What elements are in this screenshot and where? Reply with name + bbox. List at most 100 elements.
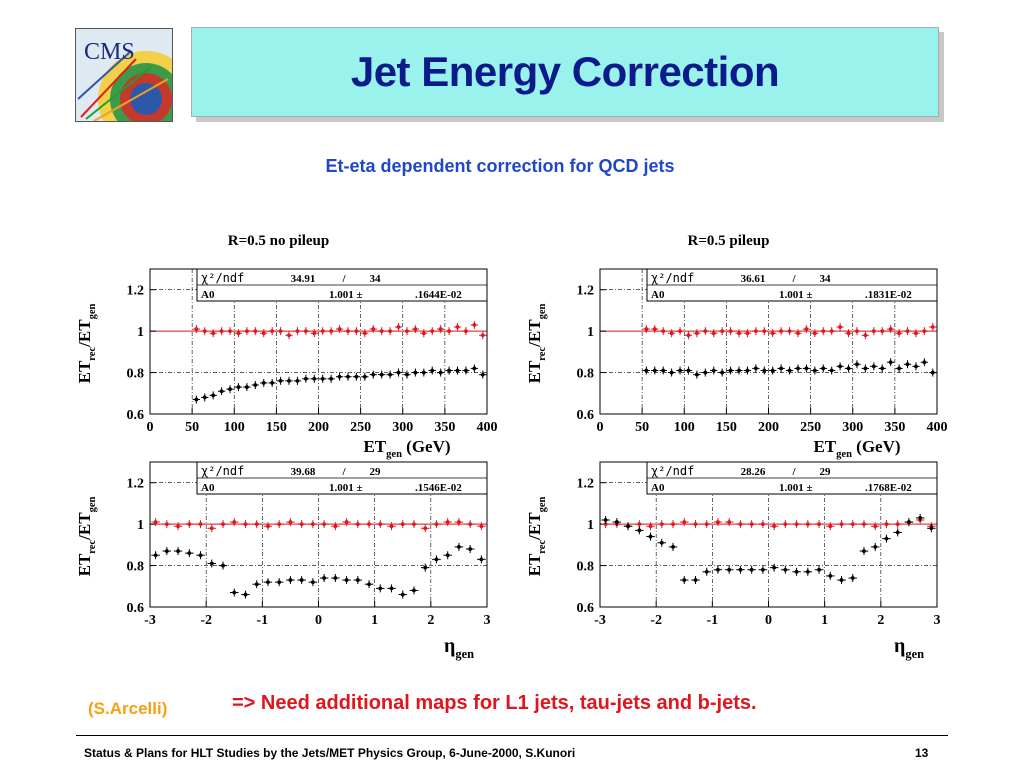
chart-eta-pileup: -3 -2 -1 0 1 2 3 0.6 0.8 1 1.2 χ²/ndf 28.26 / 29 A0 1.00… [525,461,941,661]
uncorrected-point [777,364,785,373]
corrected-point [218,520,228,529]
corrected-point [151,518,160,527]
uncorrected-point [302,374,310,383]
uncorrected-point [151,551,160,560]
y-axis-label: ETrec/ETgen [525,496,548,576]
uncorrected-point [470,364,479,373]
y-tick-label: 1 [137,325,144,340]
corrected-point [701,327,709,336]
corrected-point [693,329,701,338]
corrected-point [826,522,835,531]
uncorrected-point [209,391,217,400]
uncorrected-point [693,370,701,379]
stats-chi2: 36.61 [741,273,766,285]
corrected-point [428,327,436,336]
footer-text: Status & Plans for HLT Studies by the Je… [84,746,576,760]
uncorrected-point [162,547,172,556]
corrected-point [844,329,853,338]
uncorrected-point [781,565,790,574]
uncorrected-point [403,370,411,379]
stats-ndf: 34 [370,273,382,285]
corrected-point [848,520,858,529]
stats-param: A0 [651,482,665,494]
stats-chi2: 28.26 [741,466,766,478]
y-tick-label: 0.6 [577,601,595,616]
uncorrected-point [803,567,813,576]
uncorrected-point [243,383,251,392]
uncorrected-point [802,364,811,373]
uncorrected-point [378,370,386,379]
uncorrected-point [601,516,610,524]
corrected-point [327,327,335,336]
corrected-point [173,522,183,531]
corrected-point [369,325,377,334]
uncorrected-point [319,574,329,582]
x-tick-label: 350 [434,420,455,435]
corrected-point [870,522,880,531]
uncorrected-point [882,534,891,543]
stats-error: .1768E-02 [865,482,912,494]
corrected-point [432,520,441,529]
y-tick-label: 1 [587,518,594,533]
x-axis-label: ETgen (GeV) [813,437,900,460]
uncorrected-point [903,360,912,369]
uncorrected-point [234,383,243,392]
uncorrected-point [735,366,743,375]
corrected-point [769,522,779,531]
uncorrected-point [893,528,902,537]
uncorrected-point [327,374,335,383]
uncorrected-point [726,366,735,375]
uncorrected-point [676,366,684,375]
corrected-point [724,518,734,527]
corrected-point [859,520,869,529]
uncorrected-point [870,362,878,371]
corrected-point [758,520,768,529]
uncorrected-point [668,542,678,551]
x-tick-label: 2 [877,613,884,628]
x-tick-label: 1 [821,613,828,628]
y-tick-label: 1.2 [127,284,145,299]
corrected-point [229,518,239,527]
uncorrected-point [848,574,858,582]
corrected-point [882,520,891,529]
uncorrected-point [904,518,914,527]
title-banner: Jet Energy Correction [191,27,939,117]
x-tick-label: 0 [597,420,604,435]
corrected-point [209,329,217,338]
uncorrected-point [679,576,689,585]
corrected-point [286,518,295,527]
y-tick-label: 1 [587,325,594,340]
uncorrected-point [361,372,369,381]
stats-value: 1.001 ± [779,482,813,494]
uncorrected-point [173,547,183,556]
x-tick-label: 3 [934,613,941,628]
corrected-point [403,327,411,336]
uncorrected-point [747,565,756,574]
x-tick-label: -1 [706,613,718,628]
x-tick-label: 0 [315,613,322,628]
uncorrected-point [612,518,622,527]
corrected-point [785,327,794,336]
stats-sep: / [341,466,346,478]
corrected-point [803,520,813,529]
uncorrected-point [920,358,929,367]
chart-eta-no-pileup: -3 -2 -1 0 1 2 3 0.6 0.8 1 1.2 χ²/ndf 39.68 / 29 A0 1.00… [75,461,491,661]
x-tick-label: -3 [144,613,156,628]
uncorrected-point [760,366,768,375]
y-tick-label: 1.2 [577,284,595,299]
corrected-point [243,327,251,336]
corrected-point [676,327,684,336]
uncorrected-point [185,549,194,558]
x-tick-label: 0 [147,420,154,435]
uncorrected-point [642,366,650,375]
uncorrected-point [819,364,827,373]
corrected-point [241,520,250,529]
corrected-point [691,520,700,529]
uncorrected-point [192,395,200,404]
uncorrected-point [319,374,327,383]
uncorrected-point [453,366,462,375]
uncorrected-point [836,362,844,371]
corrected-point [912,329,920,338]
chart-et-no-pileup: R=0.5 no pileup 0 50 100 150 200 250 300 350 400 0… [75,233,498,460]
corrected-point [781,520,790,529]
